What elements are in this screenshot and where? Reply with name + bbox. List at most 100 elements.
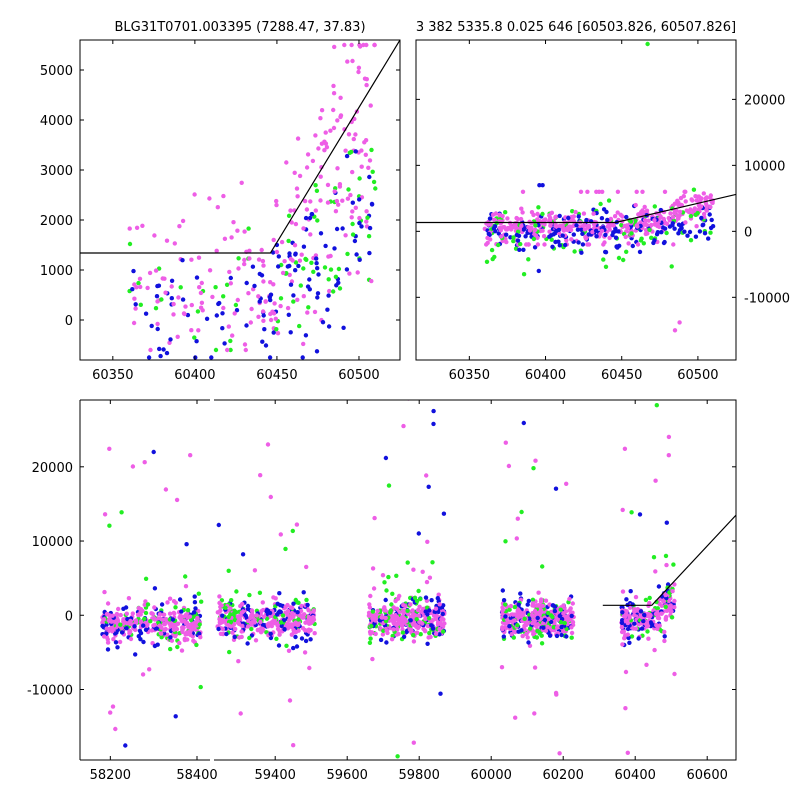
data-point-green (441, 629, 446, 634)
data-point-green (293, 260, 299, 265)
data-point-green (549, 237, 554, 242)
data-point-magenta (174, 626, 180, 632)
data-point-blue (501, 634, 506, 639)
data-point-blue (303, 215, 309, 221)
data-point-magenta (547, 602, 552, 607)
data-point-magenta (568, 606, 573, 611)
data-point-magenta (113, 726, 118, 732)
data-point-blue (143, 627, 149, 632)
data-point-magenta (519, 223, 524, 229)
data-point-green (655, 606, 660, 611)
data-point-magenta (347, 271, 352, 276)
data-point-blue (492, 224, 498, 229)
data-point-blue (291, 645, 296, 651)
data-point-blue (344, 153, 350, 159)
data-point-magenta (688, 207, 693, 212)
data-point-blue (603, 232, 608, 238)
data-point-magenta (285, 608, 291, 614)
data-point-blue (300, 355, 305, 360)
data-point-magenta (552, 619, 557, 624)
data-point-magenta (351, 136, 356, 142)
data-point-magenta (520, 210, 525, 215)
data-point-blue (624, 597, 629, 602)
data-point-blue (194, 275, 200, 280)
data-point-green (286, 213, 292, 218)
data-point-magenta (152, 617, 157, 622)
data-point-magenta (138, 607, 144, 612)
data-point-green (138, 302, 143, 307)
data-point-magenta (631, 609, 637, 614)
data-point-blue (197, 631, 202, 636)
data-point-blue (383, 597, 388, 603)
data-point-blue (693, 234, 699, 239)
data-point-magenta (140, 672, 146, 677)
data-point-magenta (152, 605, 157, 610)
data-point-magenta (275, 623, 280, 628)
data-point-blue (352, 238, 358, 244)
data-point-magenta (152, 233, 157, 238)
data-point-magenta (608, 216, 614, 222)
data-point-magenta (504, 239, 509, 245)
data-point-magenta (491, 212, 496, 217)
data-point-blue (670, 223, 675, 228)
data-point-magenta (666, 453, 671, 458)
x-tick-label: 60400 (615, 768, 656, 783)
data-point-magenta (231, 220, 236, 225)
data-point-blue (152, 586, 158, 591)
data-point-magenta (417, 613, 422, 619)
data-point-magenta (189, 257, 194, 262)
data-point-green (518, 241, 523, 247)
data-point-green (669, 615, 675, 620)
data-point-magenta (302, 650, 308, 655)
data-point-magenta (189, 302, 194, 308)
data-point-magenta (143, 599, 148, 604)
data-point-green (503, 210, 508, 215)
data-point-magenta (179, 648, 185, 653)
data-point-green (489, 247, 495, 253)
data-point-magenta (328, 253, 333, 259)
data-point-blue (179, 609, 184, 614)
data-point-magenta (171, 301, 176, 307)
data-point-blue (314, 261, 319, 266)
data-point-green (168, 646, 173, 652)
data-point-magenta (357, 42, 362, 48)
data-point-magenta (515, 608, 520, 614)
data-point-magenta (407, 627, 413, 632)
data-point-magenta (252, 620, 257, 625)
data-point-magenta (642, 217, 648, 223)
data-point-blue (278, 603, 283, 608)
data-point-magenta (292, 170, 297, 175)
data-point-magenta (433, 631, 439, 636)
data-point-blue (359, 224, 364, 229)
y-tick-label: 0 (65, 314, 73, 329)
data-point-blue (521, 247, 526, 252)
data-point-green (414, 598, 420, 604)
data-point-magenta (101, 617, 107, 622)
y-tick-label: -10000 (744, 291, 790, 306)
data-point-blue (559, 632, 564, 638)
data-point-green (394, 573, 399, 578)
axes-frame (79, 39, 401, 361)
data-point-magenta (299, 603, 304, 609)
data-point-blue (309, 211, 315, 217)
data-point-green (545, 610, 551, 616)
data-point-blue (131, 268, 136, 274)
data-point-green (603, 264, 609, 269)
data-point-magenta (664, 221, 670, 226)
data-point-magenta (540, 228, 545, 233)
data-point-blue (431, 421, 436, 427)
y-tick-label: 3000 (40, 164, 73, 179)
data-point-blue (264, 609, 269, 614)
y-tick-label: 4000 (40, 114, 73, 129)
data-point-green (119, 510, 124, 515)
data-point-green (664, 230, 669, 236)
data-point-magenta (336, 202, 341, 207)
data-point-magenta (251, 287, 256, 292)
data-point-green (511, 235, 516, 240)
data-point-magenta (433, 606, 439, 611)
data-point-magenta (513, 715, 518, 720)
data-point-green (414, 617, 419, 622)
data-point-magenta (163, 617, 169, 622)
data-point-blue (369, 201, 375, 207)
data-point-magenta (566, 614, 571, 619)
